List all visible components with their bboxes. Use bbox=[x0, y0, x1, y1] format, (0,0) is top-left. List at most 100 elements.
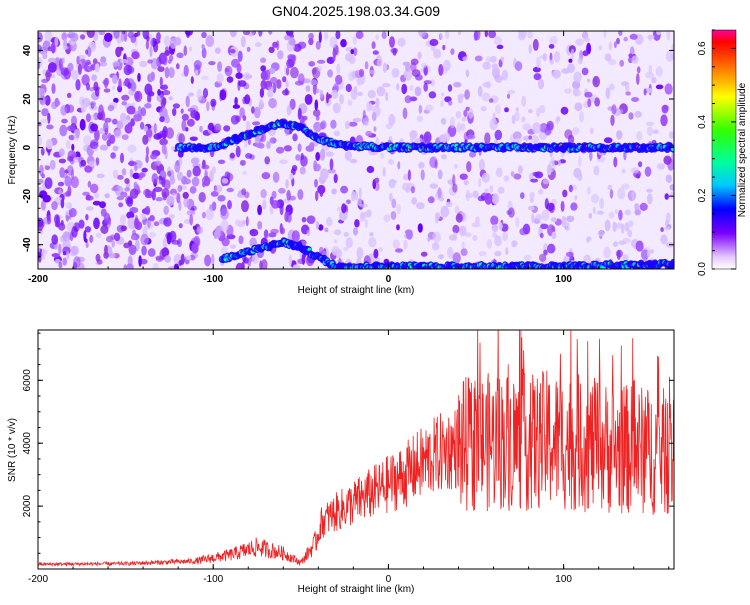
noise-speck bbox=[39, 95, 47, 106]
noise-speck bbox=[604, 219, 611, 232]
noise-speck bbox=[402, 107, 408, 120]
noise-speck bbox=[578, 155, 582, 168]
noise-speck bbox=[241, 200, 249, 213]
noise-speck bbox=[627, 229, 633, 238]
noise-speck bbox=[616, 37, 620, 45]
x-tick-label: 100 bbox=[555, 274, 572, 285]
x-tick-label: 0 bbox=[386, 274, 392, 285]
noise-speck bbox=[285, 67, 290, 76]
noise-speck bbox=[415, 137, 421, 145]
noise-speck bbox=[60, 67, 70, 76]
noise-speck bbox=[89, 105, 98, 111]
noise-speck bbox=[636, 73, 640, 85]
noise-speck bbox=[417, 223, 423, 233]
noise-speck bbox=[116, 174, 124, 180]
noise-speck bbox=[586, 78, 591, 83]
noise-speck bbox=[110, 234, 115, 241]
noise-speck bbox=[162, 89, 171, 96]
noise-speck bbox=[145, 154, 149, 164]
noise-speck bbox=[535, 213, 543, 221]
noise-speck bbox=[111, 239, 115, 248]
noise-speck bbox=[631, 97, 640, 102]
noise-speck bbox=[152, 262, 159, 269]
noise-speck bbox=[46, 124, 54, 130]
noise-speck bbox=[493, 36, 503, 46]
noise-speck bbox=[151, 173, 158, 184]
noise-speck bbox=[286, 105, 292, 116]
noise-speck bbox=[344, 150, 352, 161]
noise-speck bbox=[246, 46, 251, 52]
noise-speck bbox=[81, 74, 90, 86]
noise-speck bbox=[235, 262, 244, 269]
noise-speck bbox=[186, 210, 196, 216]
noise-speck bbox=[340, 185, 349, 194]
noise-speck bbox=[366, 165, 375, 174]
noise-speck bbox=[315, 151, 321, 161]
noise-speck bbox=[51, 83, 56, 94]
noise-speck bbox=[312, 109, 321, 117]
noise-speck bbox=[522, 123, 532, 131]
noise-speck bbox=[604, 53, 612, 62]
noise-speck bbox=[498, 222, 503, 230]
noise-speck bbox=[254, 42, 262, 47]
noise-speck bbox=[631, 55, 639, 64]
snr-y-ticks: 2000 4000 6000 bbox=[22, 332, 674, 554]
noise-speck bbox=[134, 90, 143, 102]
noise-speck bbox=[313, 163, 321, 172]
noise-speck bbox=[560, 200, 565, 212]
noise-speck bbox=[668, 131, 674, 139]
noise-speck bbox=[237, 220, 246, 228]
noise-speck bbox=[100, 225, 109, 234]
noise-speck bbox=[149, 215, 155, 222]
noise-speck bbox=[41, 249, 48, 255]
noise-speck bbox=[435, 212, 441, 220]
noise-speck bbox=[557, 159, 562, 166]
noise-speck bbox=[178, 133, 185, 145]
noise-speck bbox=[388, 113, 396, 126]
noise-speck bbox=[221, 237, 230, 247]
noise-speck bbox=[124, 187, 130, 192]
noise-speck bbox=[151, 189, 156, 201]
noise-speck bbox=[647, 250, 651, 258]
noise-speck bbox=[397, 37, 406, 47]
noise-speck bbox=[126, 211, 135, 219]
y-tick-label: 20 bbox=[22, 93, 33, 105]
noise-speck bbox=[570, 48, 575, 60]
noise-speck bbox=[348, 121, 358, 127]
noise-speck bbox=[300, 155, 308, 167]
noise-speck bbox=[268, 232, 277, 238]
noise-speck bbox=[506, 93, 511, 99]
y-tick-label: 4000 bbox=[22, 432, 33, 455]
noise-speck bbox=[614, 208, 619, 214]
noise-speck bbox=[336, 63, 341, 74]
noise-speck bbox=[127, 144, 137, 153]
noise-speck bbox=[326, 249, 329, 259]
noise-speck bbox=[382, 62, 388, 73]
noise-speck bbox=[457, 31, 462, 36]
noise-speck bbox=[478, 251, 487, 257]
noise-speck bbox=[482, 82, 491, 88]
noise-speck bbox=[518, 31, 528, 38]
noise-speck bbox=[65, 238, 70, 245]
noise-speck bbox=[371, 41, 376, 49]
noise-speck bbox=[331, 89, 339, 100]
noise-speck bbox=[628, 220, 634, 227]
noise-speck bbox=[244, 138, 248, 149]
noise-speck bbox=[306, 229, 311, 237]
noise-speck bbox=[368, 237, 377, 248]
noise-speck bbox=[145, 40, 150, 50]
noise-speck bbox=[183, 45, 188, 56]
noise-speck bbox=[429, 38, 439, 47]
noise-speck bbox=[201, 47, 207, 59]
noise-speck bbox=[670, 52, 674, 60]
noise-speck bbox=[374, 177, 380, 183]
noise-speck bbox=[396, 83, 400, 91]
noise-speck bbox=[454, 205, 460, 214]
noise-speck bbox=[523, 135, 530, 142]
noise-speck bbox=[38, 135, 42, 147]
noise-speck bbox=[492, 66, 500, 79]
noise-speck bbox=[504, 107, 509, 113]
noise-speck bbox=[391, 68, 400, 78]
noise-speck bbox=[582, 50, 589, 57]
noise-speck bbox=[329, 36, 338, 48]
